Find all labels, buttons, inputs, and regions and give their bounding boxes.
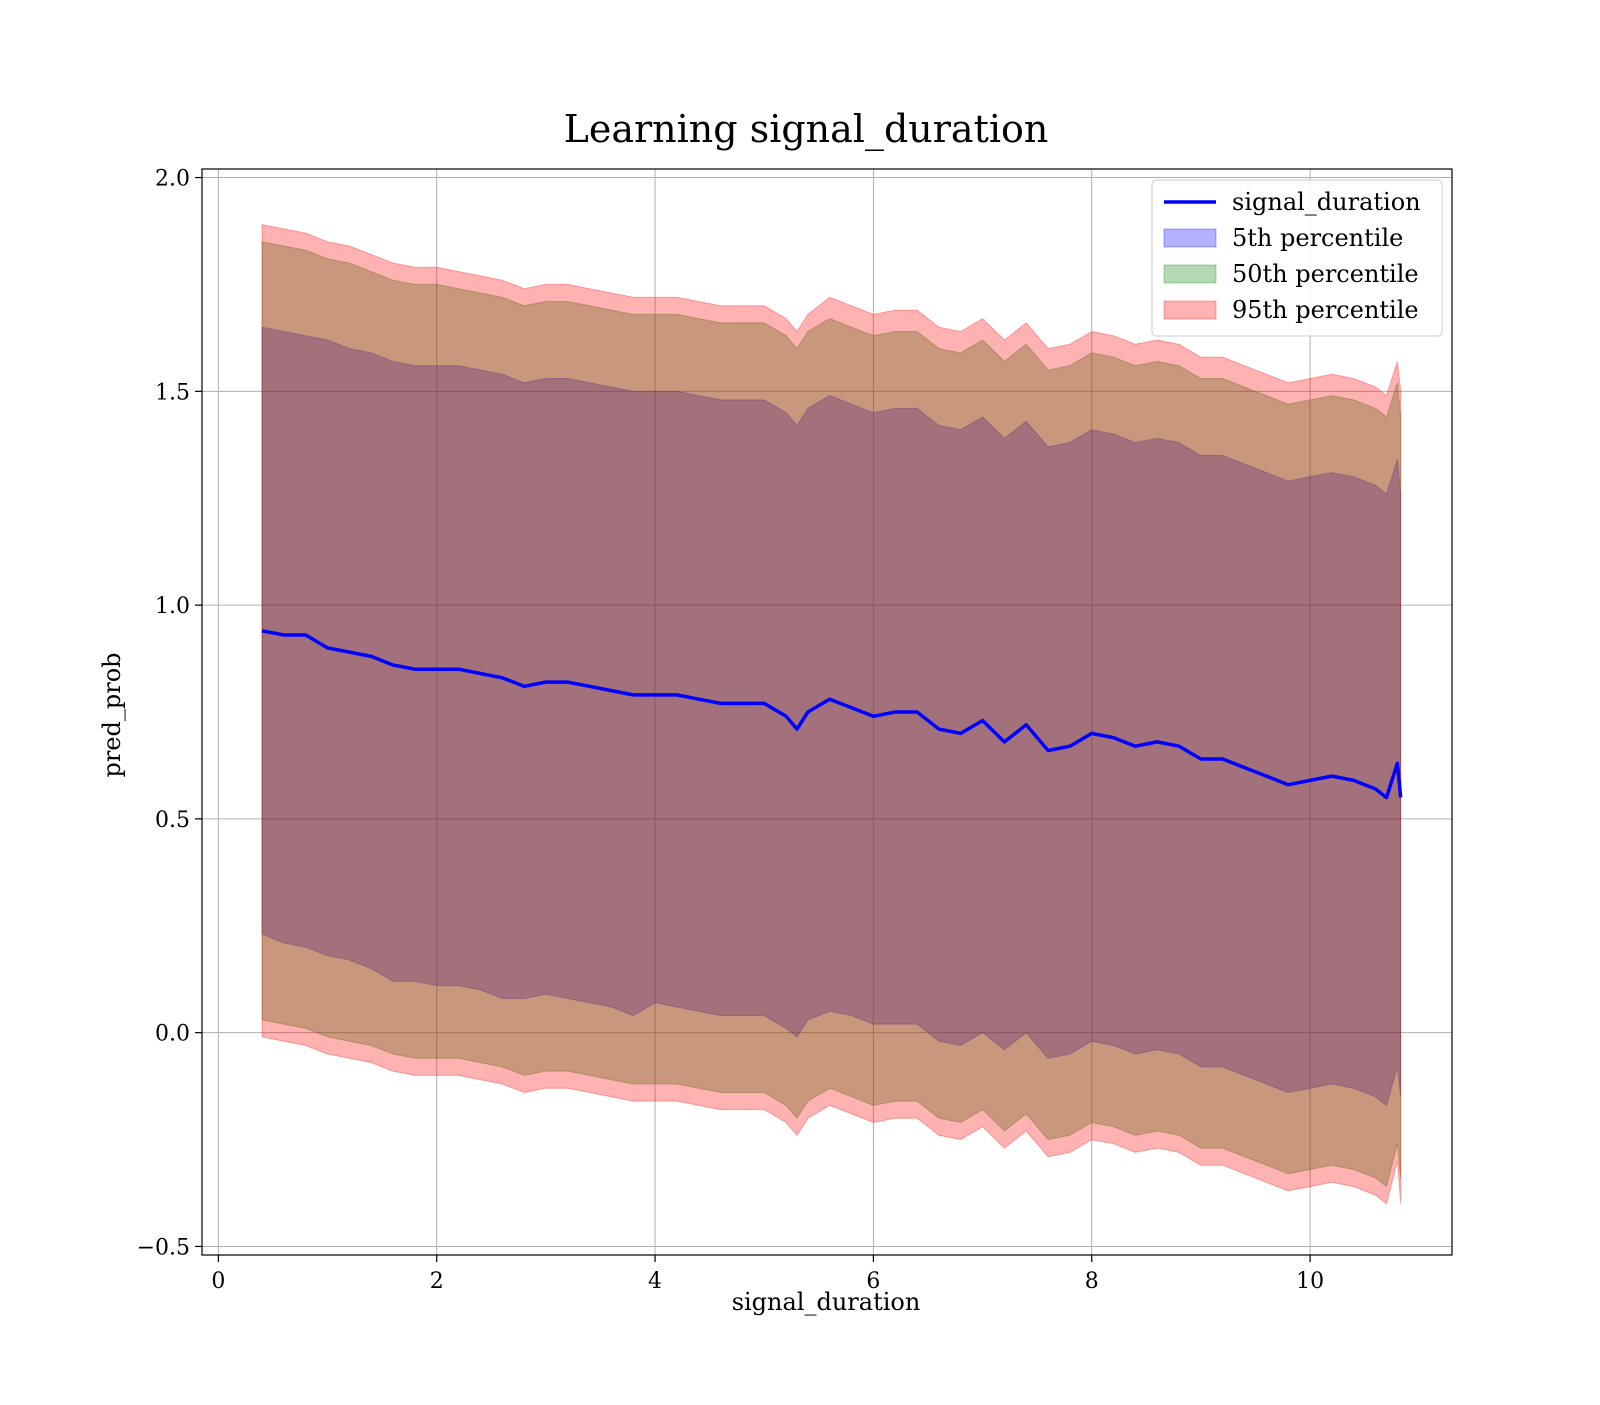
x-tick-label: 4 <box>648 1269 662 1294</box>
y-tick-label: 1.5 <box>155 380 190 405</box>
x-tick-label: 0 <box>211 1269 225 1294</box>
legend-label: 5th percentile <box>1232 224 1403 252</box>
y-tick-label: 0.0 <box>155 1022 190 1047</box>
legend-label: signal_duration <box>1232 188 1421 216</box>
legend: signal_duration 5th percentile 50th percen… <box>1151 179 1443 337</box>
legend-swatch <box>1163 300 1217 320</box>
y-axis-ticks: −0.5 0.0 0.5 1.0 1.5 2.0 <box>137 167 202 1260</box>
x-tick-label: 8 <box>1085 1269 1099 1294</box>
y-tick-label: 0.5 <box>155 808 190 833</box>
x-tick-label: 6 <box>866 1269 880 1294</box>
x-tick-label: 10 <box>1296 1269 1324 1294</box>
legend-swatch <box>1163 264 1217 284</box>
band-2 <box>261 241 1402 1188</box>
series-line-0 <box>261 629 1403 800</box>
y-tick-label: −0.5 <box>137 1235 190 1260</box>
y-tick-label: 1.0 <box>155 594 190 619</box>
percentile-bands <box>261 223 1402 1205</box>
band-3 <box>261 223 1402 1205</box>
legend-swatch <box>1163 228 1217 248</box>
data-lines <box>261 629 1403 800</box>
legend-label: 50th percentile <box>1232 260 1419 288</box>
legend-label: 95th percentile <box>1232 296 1419 324</box>
grid-lines <box>202 169 1452 1255</box>
x-axis-label: signal_duration <box>732 1288 921 1316</box>
x-tick-label: 2 <box>430 1269 444 1294</box>
y-tick-label: 2.0 <box>155 167 190 192</box>
legend-box <box>1151 179 1443 337</box>
band-1 <box>261 326 1402 1107</box>
x-axis-ticks: 0 2 4 6 8 10 <box>211 1255 1324 1294</box>
plot-frame <box>201 168 1453 1256</box>
y-axis-label: pred_prob <box>98 652 126 777</box>
chart-title: Learning signal_duration <box>564 107 1049 152</box>
